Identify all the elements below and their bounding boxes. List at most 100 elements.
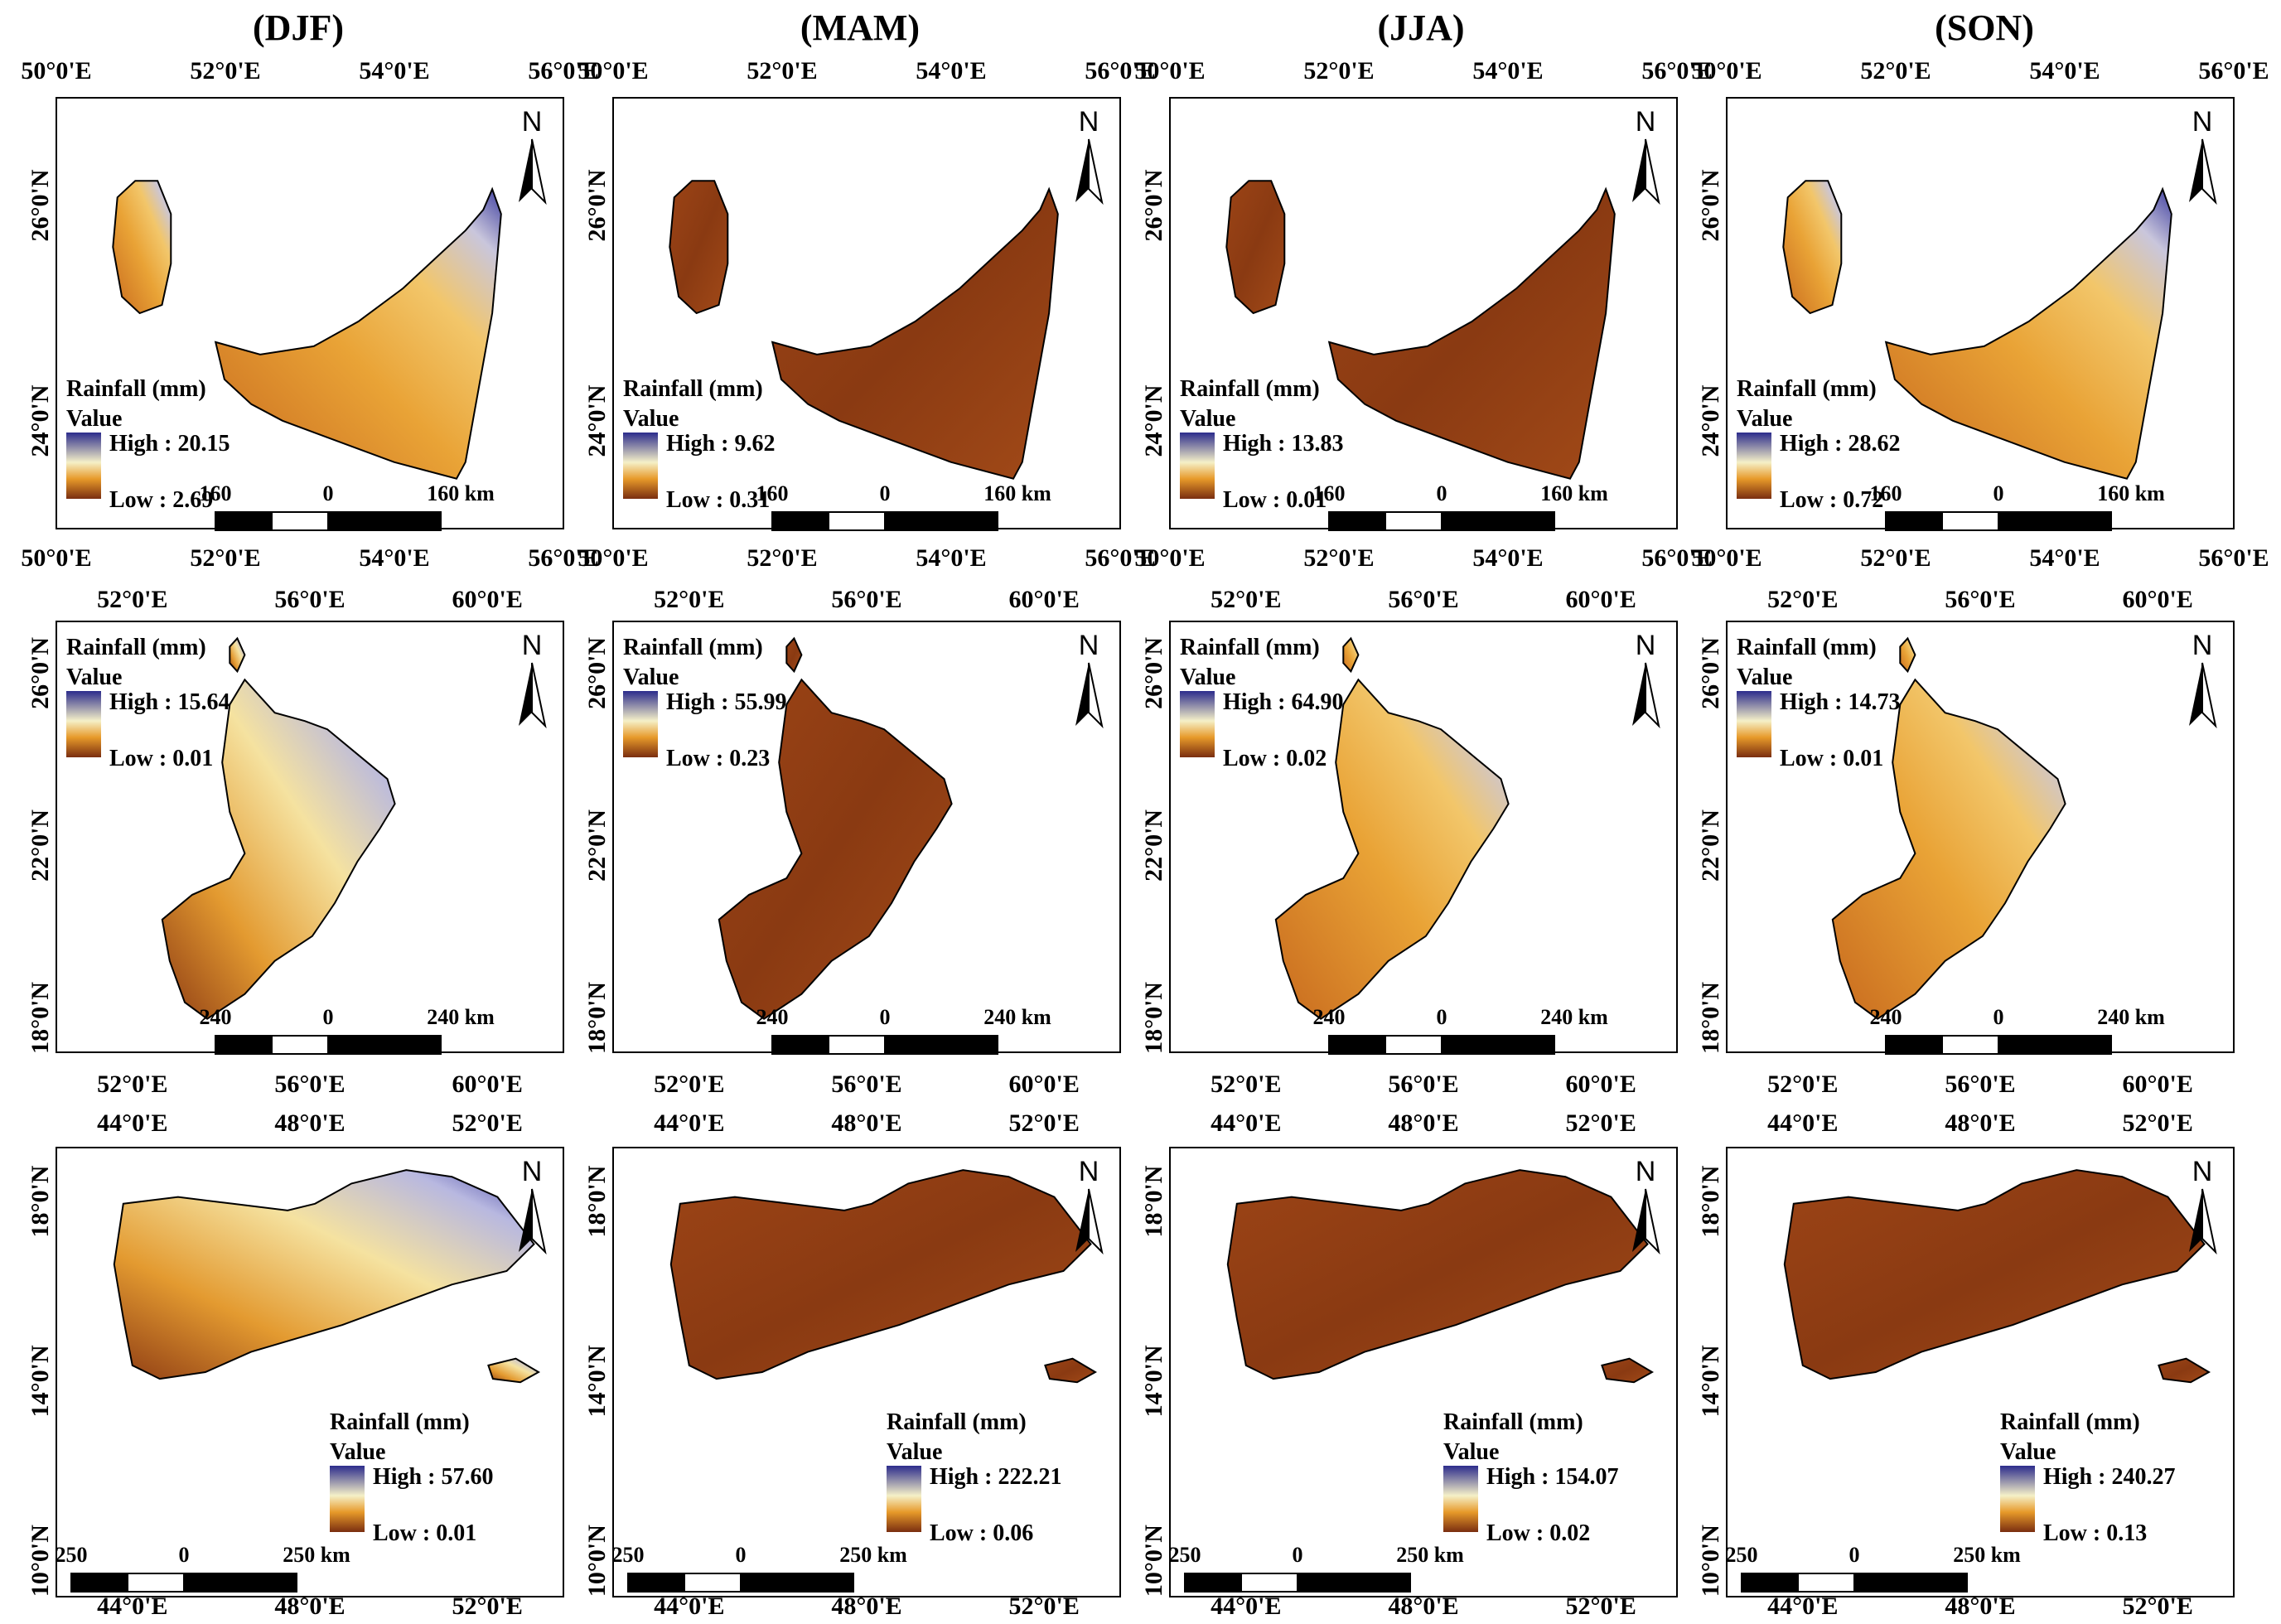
country-shape-secondary xyxy=(112,180,172,315)
north-label: N xyxy=(2192,630,2213,661)
tick-label-bottom: 50°0'E xyxy=(1691,544,1761,572)
tick-label-top: 52°0'E xyxy=(747,57,817,85)
legend-high: High : 13.83 xyxy=(1223,431,1343,457)
tick-label-left: 26°0'N xyxy=(27,169,54,241)
north-label: N xyxy=(522,630,543,661)
tick-label-top: 54°0'E xyxy=(1472,57,1543,85)
legend-value-label: Value xyxy=(330,1439,385,1465)
north-arrow-icon xyxy=(1645,1188,1660,1255)
tick-label-top: 60°0'E xyxy=(1009,586,1080,613)
tick-label-left: 26°0'N xyxy=(1140,637,1167,709)
scale-bar-segment xyxy=(740,1573,798,1593)
scale-bar-segment xyxy=(70,1573,128,1593)
legend-high: High : 222.21 xyxy=(930,1464,1061,1490)
scale-bar-segment xyxy=(796,1573,854,1593)
tick-label-top: 56°0'E xyxy=(2198,57,2269,85)
scale-bar-segment xyxy=(183,1573,241,1593)
legend-low: Low : 2.69 xyxy=(109,487,213,513)
north-arrow-icon xyxy=(519,1189,532,1252)
scale-bar-segment xyxy=(127,1573,185,1593)
legend-low: Low : 0.01 xyxy=(373,1520,476,1546)
country-shape-secondary xyxy=(1899,636,1916,674)
scale-bar-segment xyxy=(327,1035,385,1055)
tick-label-top: 52°0'E xyxy=(97,586,167,613)
north-arrow-icon xyxy=(2201,1188,2217,1255)
tick-label-top: 50°0'E xyxy=(1134,57,1205,85)
scale-bar-segment xyxy=(215,511,273,531)
tick-label-top: 44°0'E xyxy=(97,1109,167,1137)
tick-label-left: 18°0'N xyxy=(1697,982,1724,1054)
tick-label-bottom: 56°0'E xyxy=(1641,544,1712,572)
tick-label-bottom: 56°0'E xyxy=(2198,544,2269,572)
scale-bar-segment xyxy=(884,511,942,531)
scale-bar-segment xyxy=(384,1035,442,1055)
legend-low: Low : 0.23 xyxy=(666,746,770,771)
tick-label-top: 52°0'E xyxy=(654,586,724,613)
scale-label-right: 250 km xyxy=(839,1543,907,1567)
tick-label-top: 56°0'E xyxy=(528,57,598,85)
scale-label-mid: 0 xyxy=(880,1005,891,1029)
legend-high: High : 9.62 xyxy=(666,431,775,457)
tick-label-left: 22°0'N xyxy=(27,810,54,882)
tick-label-top: 50°0'E xyxy=(577,57,648,85)
scale-label-mid: 0 xyxy=(1293,1543,1303,1567)
country-shape xyxy=(771,186,1059,480)
tick-label-top: 44°0'E xyxy=(654,1109,724,1137)
north-arrow-icon xyxy=(1632,663,1646,726)
north-arrow-icon xyxy=(2201,662,2217,729)
tick-label-top: 48°0'E xyxy=(274,1109,345,1137)
legend-high: High : 20.15 xyxy=(109,431,230,457)
scale-bar-segment xyxy=(1441,1035,1499,1055)
scale-bar-segment xyxy=(327,511,385,531)
north-label: N xyxy=(1636,106,1656,138)
country-shape xyxy=(669,1169,1092,1380)
tick-label-bottom: 52°0'E xyxy=(654,1071,724,1098)
legend-color-ramp xyxy=(623,691,658,757)
tick-label-top: 60°0'E xyxy=(2123,586,2193,613)
tick-label-top: 52°0'E xyxy=(1303,57,1374,85)
season-title-mam: (MAM) xyxy=(800,7,921,48)
scale-bar-segment xyxy=(384,511,442,531)
legend-value-label: Value xyxy=(887,1439,942,1465)
scale-label-right: 240 km xyxy=(983,1005,1051,1029)
scale-bar-segment xyxy=(627,1573,685,1593)
tick-label-bottom: 52°0'E xyxy=(452,1593,523,1620)
legend-value-label: Value xyxy=(1737,406,1792,432)
scale-label-mid: 0 xyxy=(179,1543,190,1567)
tick-label-left: 10°0'N xyxy=(27,1525,54,1597)
scale-bar-segment xyxy=(771,1035,829,1055)
tick-label-bottom: 48°0'E xyxy=(1388,1593,1458,1620)
country-shape-secondary xyxy=(229,636,246,674)
legend-title: Rainfall (mm) xyxy=(1443,1409,1583,1435)
tick-label-bottom: 56°0'E xyxy=(1388,1071,1458,1098)
tick-label-left: 14°0'N xyxy=(27,1345,54,1417)
tick-label-bottom: 52°0'E xyxy=(1303,544,1374,572)
tick-label-left: 18°0'N xyxy=(27,1165,54,1237)
scale-bar-segment xyxy=(1741,1573,1799,1593)
tick-label-bottom: 56°0'E xyxy=(1085,544,1155,572)
legend-title: Rainfall (mm) xyxy=(1737,635,1877,660)
legend-value-label: Value xyxy=(1180,406,1235,432)
country-shape-secondary xyxy=(669,180,729,315)
legend-low: Low : 0.02 xyxy=(1486,1520,1590,1546)
north-arrow-icon xyxy=(531,1188,547,1255)
scale-bar-segment xyxy=(1385,1035,1443,1055)
scale-bar-segment xyxy=(1385,511,1443,531)
legend-high: High : 14.73 xyxy=(1780,689,1900,715)
tick-label-left: 10°0'N xyxy=(583,1525,611,1597)
scale-bar-segment xyxy=(1497,1035,1555,1055)
tick-label-left: 18°0'N xyxy=(583,1165,611,1237)
tick-label-top: 56°0'E xyxy=(831,586,901,613)
scale-label-right: 160 km xyxy=(2097,481,2165,505)
tick-label-bottom: 44°0'E xyxy=(1767,1593,1838,1620)
north-arrow-icon xyxy=(1075,1189,1089,1252)
tick-label-bottom: 52°0'E xyxy=(1566,1593,1636,1620)
tick-label-bottom: 60°0'E xyxy=(1566,1071,1636,1098)
tick-label-left: 22°0'N xyxy=(1140,810,1167,882)
tick-label-bottom: 44°0'E xyxy=(1211,1593,1281,1620)
legend-high: High : 240.27 xyxy=(2043,1464,2175,1490)
tick-label-bottom: 52°0'E xyxy=(1767,1071,1838,1098)
tick-label-top: 48°0'E xyxy=(1945,1109,2015,1137)
scale-bar-segment xyxy=(2054,511,2112,531)
